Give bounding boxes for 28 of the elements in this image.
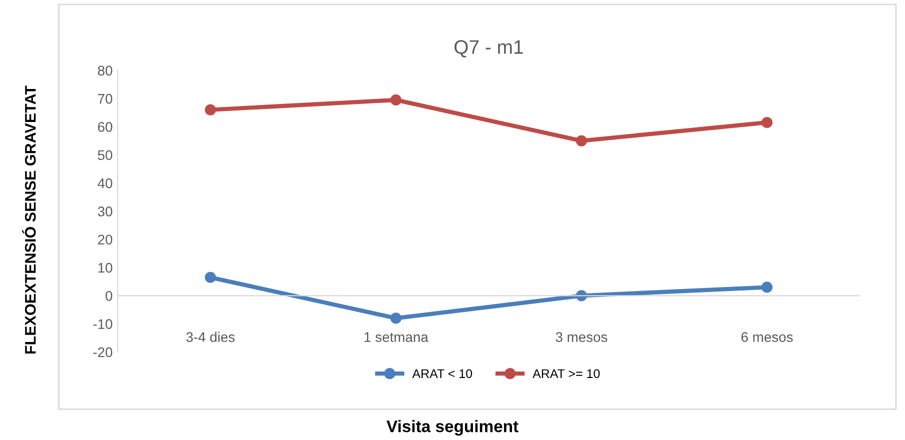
y-axis-title: FLEXOEXTENSIÓ SENSE GRAVETAT	[22, 86, 36, 354]
point	[576, 135, 588, 146]
y-tick-label: 40	[98, 178, 112, 188]
y-tick-label: 70	[98, 94, 112, 104]
point	[761, 282, 773, 293]
y-tick-label: -10	[93, 319, 112, 330]
point	[390, 94, 402, 106]
x-axis-title: Visita seguiment	[386, 420, 518, 436]
point	[761, 116, 773, 128]
point	[576, 290, 588, 302]
legend-label: ARAT >= 10	[532, 369, 600, 378]
y-tick-label: 30	[98, 206, 112, 216]
y-tick-label: -20	[93, 347, 112, 358]
y-tick-label: 50	[98, 150, 112, 160]
chart-title: Q7 - m1	[454, 40, 523, 58]
y-tick-label: 0	[106, 291, 112, 301]
x-tick-label: 1 setmana	[364, 332, 428, 342]
x-tick-label: 3 mesos	[556, 332, 608, 342]
point	[204, 104, 216, 116]
legend-label: ARAT < 10	[412, 369, 472, 378]
y-tick-label: 10	[98, 262, 112, 273]
x-tick-label: 6 mesos	[741, 332, 793, 342]
y-tick-label: 60	[98, 122, 112, 132]
x-tick-label: 3-4 dies	[186, 332, 235, 342]
point	[390, 312, 402, 324]
y-tick-label: 20	[98, 234, 112, 245]
y-tick-label: 80	[98, 66, 112, 76]
point	[204, 272, 216, 283]
